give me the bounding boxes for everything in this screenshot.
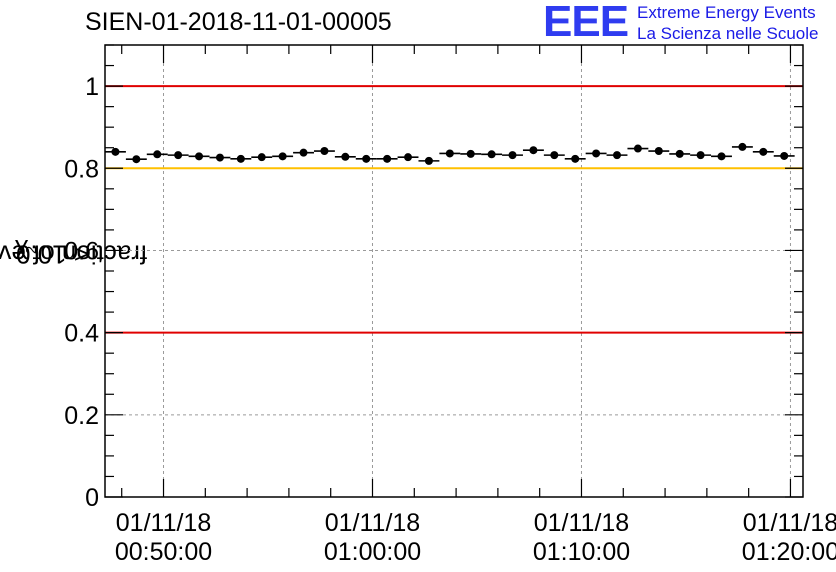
data-point <box>111 147 120 156</box>
data-point <box>299 148 308 157</box>
data-point <box>195 152 204 161</box>
data-point <box>571 154 580 163</box>
x-tick-label-date: 01/11/18 <box>325 509 420 537</box>
data-point <box>738 142 747 151</box>
chart-title: SIEN-01-2018-11-01-00005 <box>85 8 392 36</box>
plot-frame <box>104 44 804 498</box>
y-tick-label: 0 <box>85 484 99 512</box>
y-tick-label: 0.2 <box>64 402 99 430</box>
data-point <box>257 153 266 162</box>
data-point <box>675 149 684 158</box>
x-tick-label-date: 01/11/18 <box>743 509 836 537</box>
data-point <box>466 149 475 158</box>
grid <box>105 45 803 497</box>
y-tick-label: 0.8 <box>64 155 99 183</box>
data-point <box>654 147 663 156</box>
x-tick-label-date: 01/11/18 <box>116 509 211 537</box>
data-points <box>105 142 795 165</box>
logo-line-2: La Scienza nelle Scuole <box>637 24 819 43</box>
data-point <box>383 154 392 163</box>
data-point <box>487 150 496 159</box>
x-tick-label-date: 01/11/18 <box>534 509 629 537</box>
eee-logo: EEE <box>543 0 629 46</box>
data-point <box>508 151 517 160</box>
reference-lines <box>105 85 803 334</box>
y-tick-label: 0.6 <box>64 237 99 265</box>
data-point <box>613 151 622 160</box>
x-tick-label-time: 00:50:00 <box>115 538 212 566</box>
data-point <box>717 152 726 161</box>
plot-border <box>104 44 804 498</box>
data-point <box>529 146 538 155</box>
x-tick-label-time: 01:00:00 <box>324 538 421 566</box>
data-point <box>174 151 183 160</box>
data-point <box>404 153 413 162</box>
data-point <box>132 155 141 164</box>
data-point <box>362 154 371 163</box>
x-tick-label-time: 01:20:00 <box>742 538 836 566</box>
data-point <box>550 151 559 160</box>
logo-line-1: Extreme Energy Events <box>637 3 816 22</box>
data-point <box>780 151 789 160</box>
data-point <box>424 156 433 165</box>
y-tick-label: 0.4 <box>64 320 99 348</box>
data-point <box>592 149 601 158</box>
data-point <box>696 151 705 160</box>
x-tick-label-time: 01:10:00 <box>533 538 630 566</box>
data-point <box>215 153 224 162</box>
y-tick-label: 1 <box>85 73 99 101</box>
data-point <box>236 154 245 163</box>
data-point <box>320 147 329 156</box>
y-axis-ticks: 0 0.2 0.4 0.6 0.8 1 <box>64 44 803 512</box>
data-point <box>633 144 642 153</box>
data-point <box>445 149 454 158</box>
data-point <box>759 147 768 156</box>
data-point <box>153 150 162 159</box>
x-axis-ticks: 01/11/1800:50:0001/11/1801:00:0001/11/18… <box>115 45 836 566</box>
data-point <box>278 152 287 161</box>
data-point <box>341 152 350 161</box>
